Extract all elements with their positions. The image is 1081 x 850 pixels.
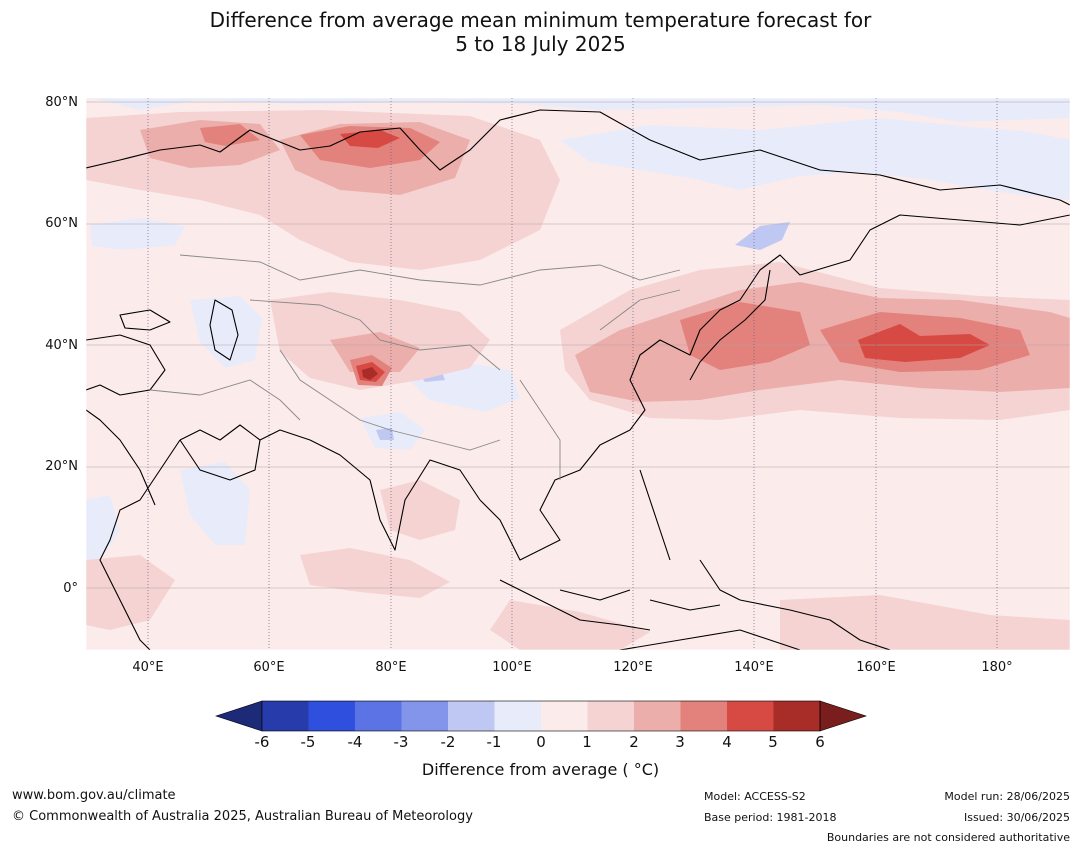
colorbar-segment-6	[494, 701, 541, 731]
colorbar-segment-4	[401, 701, 448, 731]
colorbar-extend-low	[215, 700, 263, 732]
colorbar-outline	[261, 700, 821, 732]
coast-australia	[619, 629, 801, 650]
colorbar-tick: 4	[722, 733, 732, 751]
title-line-1: Difference from average mean minimum tem…	[209, 8, 872, 32]
lat-label-60n: 60°N	[45, 216, 78, 231]
country-borders	[149, 254, 681, 480]
very-hot-patch-pacific	[858, 324, 990, 362]
lon-label-80e: 80°E	[375, 660, 407, 675]
coast-japan	[689, 269, 771, 381]
lon-label-120e: 120°E	[613, 660, 653, 675]
colorbar-tick: 6	[815, 733, 825, 751]
warm-band-equator	[300, 548, 450, 598]
warm-patch-china-japan	[575, 282, 1070, 402]
warm-band-africa	[86, 555, 175, 630]
colorbar-tick: -1	[486, 733, 502, 751]
disclaimer-text: Boundaries are not considered authoritat…	[826, 831, 1070, 844]
coast-philippines	[639, 469, 671, 561]
colorbar-segment-8	[587, 701, 634, 731]
coast-pacific	[479, 214, 1070, 561]
warm-band-indonesia	[490, 600, 650, 650]
colorbar-label: Difference from average ( °C)	[421, 760, 660, 779]
lat-label-20n: 20°N	[45, 459, 78, 474]
lat-label-40n: 40°N	[45, 338, 78, 353]
coast-caspian	[209, 299, 239, 361]
model-run-text: Model run: 28/06/2025	[944, 790, 1070, 803]
colorbar	[215, 700, 867, 732]
colorbar-segment-2	[308, 701, 355, 731]
meridians	[147, 98, 998, 650]
colorbar-tick: -2	[440, 733, 456, 751]
bom-url-link[interactable]: www.bom.gov.au/climate	[12, 788, 176, 803]
coast-south-asia	[179, 424, 481, 551]
cool-patch-arabia	[180, 462, 250, 545]
colorbar-tick: 3	[675, 733, 685, 751]
colorbar-tick: 1	[582, 733, 592, 751]
colorbar-tick: 0	[536, 733, 546, 751]
colorbar-segment-3	[355, 701, 402, 731]
map-frame	[85, 97, 1071, 651]
colorbar-tick: -4	[347, 733, 363, 751]
cool-patch-arctic	[86, 98, 1070, 122]
title-line-2: 5 to 18 July 2025	[455, 32, 626, 56]
colorbar-tick: -3	[393, 733, 409, 751]
coast-indonesia	[499, 559, 741, 631]
colorbar-segment-7	[541, 701, 588, 731]
colorbar-segment-12	[773, 701, 820, 731]
colorbar-segment-1	[262, 701, 309, 731]
lon-label-40e: 40°E	[132, 660, 164, 675]
cool-patch-okhotsk	[735, 222, 790, 250]
copyright-text: © Commonwealth of Australia 2025, Austra…	[12, 809, 473, 824]
cool-patch-siberia	[560, 118, 1070, 200]
lat-label-80n: 80°N	[45, 95, 78, 110]
map-title: Difference from average mean minimum tem…	[0, 8, 1081, 56]
hot-patch-japan	[680, 302, 810, 370]
cool-patch-caspian	[190, 296, 262, 368]
base-period-text: Base period: 1981-2018	[704, 811, 837, 824]
anomaly-shading	[86, 98, 1070, 650]
coast-arabia-africa	[99, 439, 261, 650]
colorbar-tick: -5	[300, 733, 316, 751]
colorbar-tick: 5	[768, 733, 778, 751]
colorbar-extend-high	[819, 700, 867, 732]
coast-eurasia-north	[86, 109, 1070, 206]
coast-mediterranean	[86, 334, 166, 396]
colorbar-tick: -6	[254, 733, 270, 751]
colorbar-tick: 2	[629, 733, 639, 751]
cool-patch-africa	[86, 495, 120, 560]
coastlines	[86, 109, 1070, 650]
hot-patch-barents	[200, 124, 260, 146]
lon-label-60e: 60°E	[253, 660, 285, 675]
coast-red-sea	[86, 409, 156, 506]
model-text: Model: ACCESS-S2	[704, 790, 806, 803]
colorbar-segment-5	[448, 701, 495, 731]
colorbar-segment-10	[680, 701, 727, 731]
colorbar-segment-9	[634, 701, 681, 731]
extreme-patch-kashmir	[362, 367, 378, 380]
issued-text: Issued: 30/06/2025	[963, 811, 1070, 824]
coast-new-guinea	[739, 599, 891, 650]
warm-band-australia	[780, 595, 1070, 650]
lon-label-160e: 160°E	[856, 660, 896, 675]
lon-label-180: 180°	[981, 660, 1013, 675]
colorbar-segment-11	[727, 701, 774, 731]
lon-label-140e: 140°E	[734, 660, 774, 675]
lat-label-0: 0°	[63, 581, 78, 596]
coast-black-sea	[119, 309, 171, 331]
cool-patch-ural	[90, 218, 185, 250]
lon-label-100e: 100°E	[492, 660, 532, 675]
graticule	[86, 101, 1070, 589]
cool-patch-india-core	[376, 428, 394, 440]
